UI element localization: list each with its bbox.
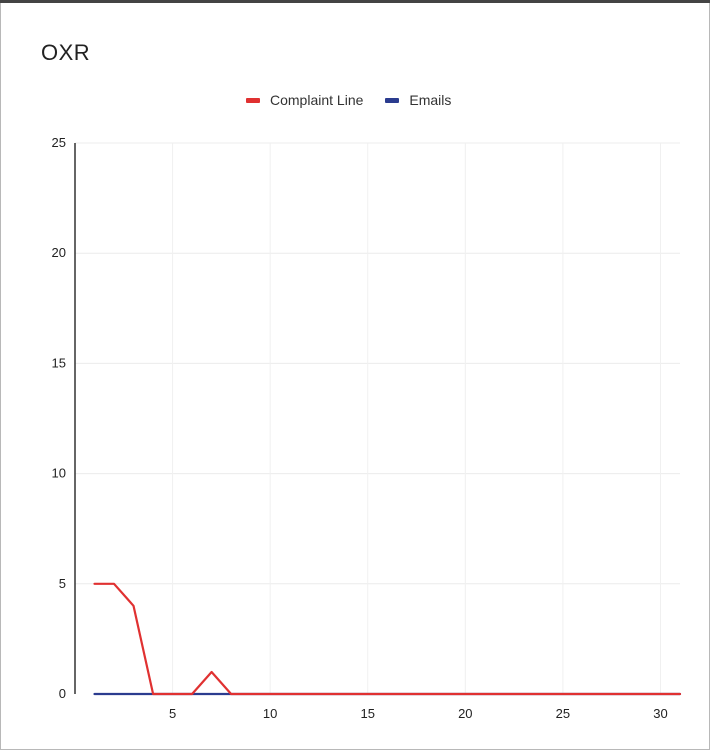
y-tick-label: 0 <box>59 686 66 701</box>
chart-title: OXR <box>41 40 91 65</box>
y-tick-label: 15 <box>52 355 66 370</box>
x-tick-label: 5 <box>169 706 176 721</box>
y-tick-label: 20 <box>52 245 66 260</box>
tick-label-layer: 0 5 10 15 20 25 5 10 15 20 25 30 <box>52 135 668 721</box>
chart-legend: Complaint Line Emails <box>246 92 473 108</box>
x-tick-label: 10 <box>263 706 277 721</box>
grid-layer <box>75 142 680 694</box>
y-tick-label: 5 <box>59 576 66 591</box>
y-tick-label: 10 <box>52 466 66 481</box>
x-tick-label: 30 <box>653 706 667 721</box>
y-tick-label: 25 <box>52 135 66 150</box>
series-layer <box>93 582 682 696</box>
x-tick-label: 20 <box>458 706 472 721</box>
x-tick-label: 25 <box>556 706 570 721</box>
legend-swatch-complaint-line <box>246 97 260 103</box>
legend-item-emails[interactable]: Emails <box>385 92 451 108</box>
x-tick-label: 15 <box>361 706 375 721</box>
top-border <box>0 0 710 3</box>
legend-swatch-emails <box>385 97 400 103</box>
legend-item-complaint-line[interactable]: Complaint Line <box>246 92 363 108</box>
series-line-complaint-line[interactable] <box>93 582 682 696</box>
legend-label-complaint-line: Complaint Line <box>270 92 364 108</box>
legend-label-emails: Emails <box>409 92 452 108</box>
